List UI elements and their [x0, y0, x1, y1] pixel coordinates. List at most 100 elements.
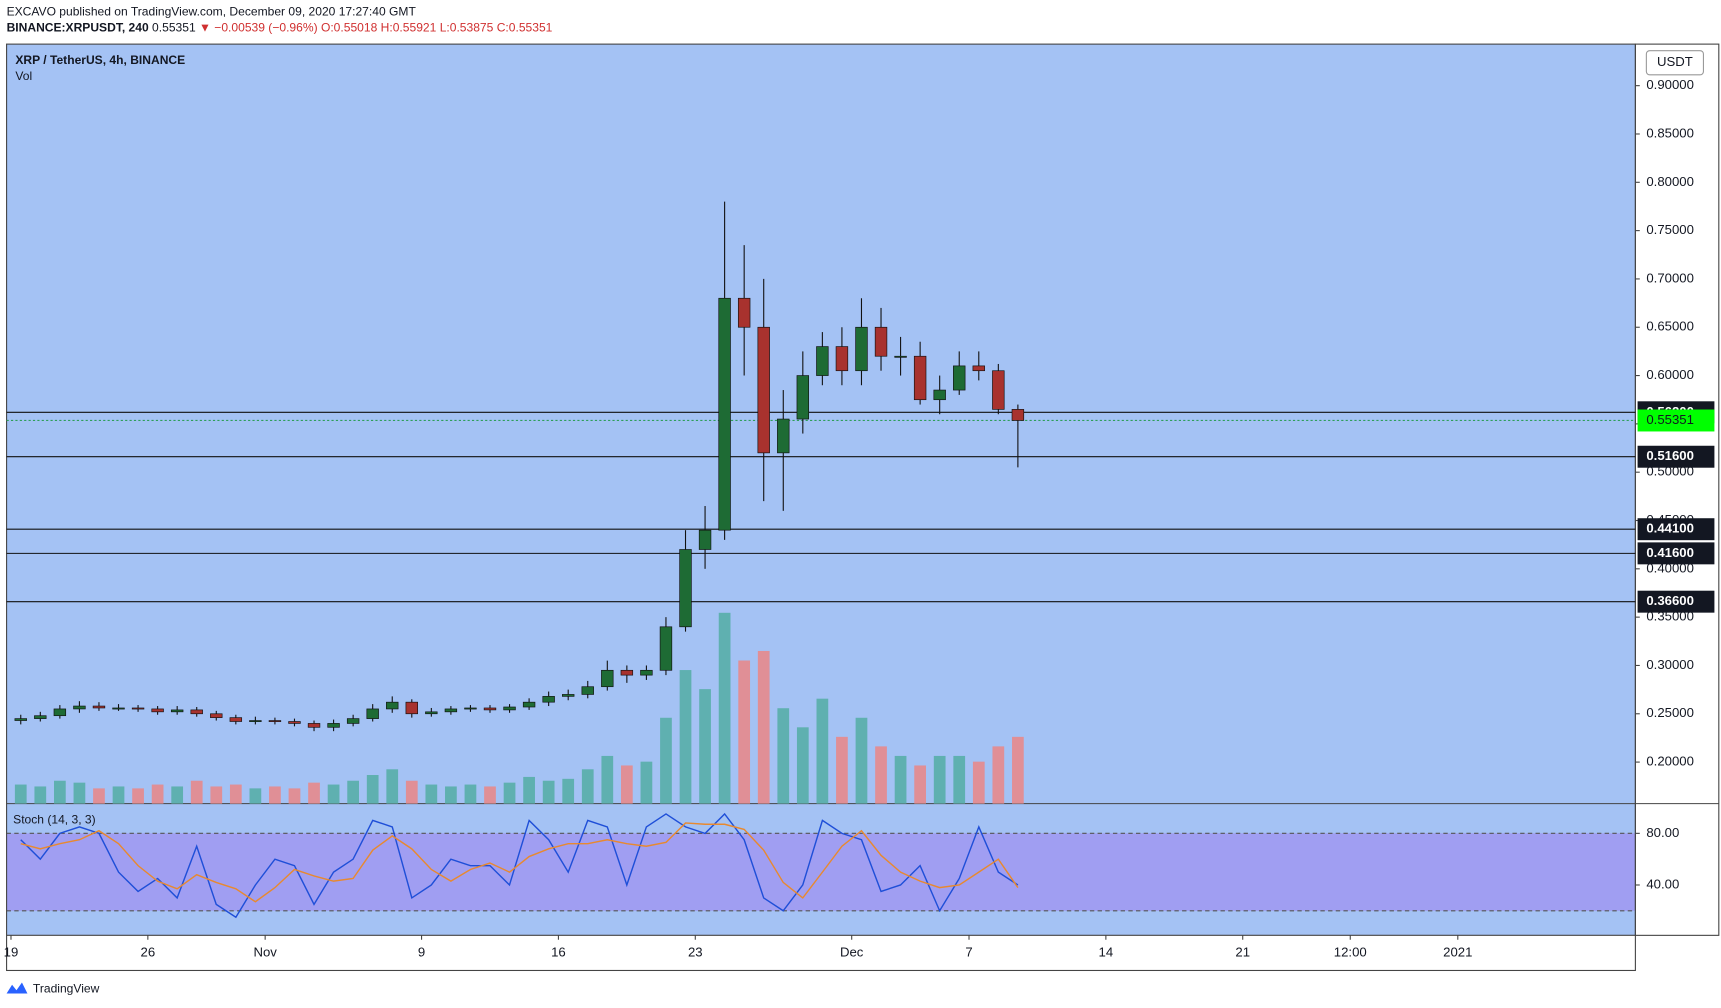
candle-body [151, 708, 164, 713]
volume-bar [190, 780, 203, 804]
y-tick-label: 0.80000 [1646, 174, 1694, 189]
candle-body [190, 709, 203, 715]
volume-bar [308, 782, 320, 804]
volume-bar [445, 786, 457, 804]
candle-body [601, 669, 614, 688]
candle-body [366, 708, 379, 719]
candle-body [131, 707, 145, 710]
volume-bar [249, 788, 262, 804]
x-tick-label: 16 [551, 944, 566, 959]
level-label: 0.44100 [1646, 521, 1694, 536]
volume-bar [718, 612, 731, 804]
volume-bar [914, 765, 926, 804]
candle-body [444, 708, 458, 713]
volume-bar [738, 660, 751, 804]
stoch-line [20, 822, 1019, 903]
ohlc: L:0.53875 [440, 21, 494, 35]
candle-body [386, 701, 399, 710]
volume-bar [484, 786, 496, 804]
currency: USDT [1657, 54, 1693, 69]
candle-body [972, 365, 985, 372]
candle-body [777, 418, 790, 454]
volume-bar [699, 689, 711, 804]
level-box [1637, 518, 1715, 541]
candle-body [757, 326, 770, 454]
volume-bar [151, 784, 164, 804]
volume-bar [327, 784, 340, 804]
candle-body [953, 365, 966, 391]
y-tick-label: 0.30000 [1646, 657, 1694, 672]
footer: TradingView [33, 981, 100, 995]
candle-body [229, 717, 243, 722]
stoch-title: Stoch (14, 3, 3) [13, 812, 95, 826]
volume-bar [523, 776, 535, 804]
level-label: 0.51600 [1646, 448, 1694, 463]
candle-body [698, 529, 712, 550]
volume-bar [620, 765, 633, 804]
volume-bar [1012, 736, 1024, 804]
volume-bar [777, 708, 790, 804]
y-tick-label: 40.00 [1646, 876, 1679, 891]
candle-body [562, 694, 575, 697]
candle-body [835, 346, 849, 372]
price-label: 0.55351 [1646, 412, 1694, 427]
y-tick-label: 0.90000 [1646, 77, 1694, 92]
volume-bar [953, 755, 966, 804]
volume-bar [757, 650, 770, 804]
volume-bar [53, 780, 66, 804]
symbol-line: BINANCE:XRPUSDT, 240 0.55351 ▼ −0.00539 … [7, 21, 553, 35]
volume-bar [836, 736, 848, 804]
volume-bar [796, 727, 809, 804]
volume-bar [640, 761, 653, 804]
header: EXCAVO published on TradingView.com, Dec… [7, 4, 417, 18]
x-tick-label: 21 [1235, 944, 1250, 959]
candle-body [816, 346, 829, 376]
x-tick-label: Nov [253, 944, 277, 959]
candle-body [874, 326, 888, 357]
volume-bar [132, 788, 144, 804]
volume-bar [581, 769, 594, 804]
level-box [1637, 542, 1715, 565]
candle-body [640, 669, 653, 676]
x-tick-label: Dec [840, 944, 864, 959]
candle-body [659, 626, 673, 671]
level-label: 0.36600 [1646, 593, 1694, 608]
volume-bar [210, 786, 223, 804]
candle-body [737, 297, 751, 328]
candle-body [307, 723, 321, 728]
candle-body [73, 705, 86, 710]
candle-body [210, 713, 223, 718]
pane-title: XRP / TetherUS, 4h, BINANCE [15, 53, 185, 67]
candle-body [933, 389, 946, 401]
ohlc: O:0.55018 [321, 21, 378, 35]
level-box [1637, 445, 1715, 468]
candle-body [268, 720, 282, 722]
candle-body [327, 723, 340, 728]
change: ▼ −0.00539 (−0.96%) [199, 21, 318, 35]
x-tick-label: 14 [1099, 944, 1114, 959]
volume-bar [269, 786, 281, 804]
candle-body [464, 707, 477, 710]
candle-body [913, 355, 927, 401]
volume-bar [894, 755, 907, 804]
volume-bar [73, 782, 86, 804]
candle-body [522, 701, 536, 708]
x-tick-label: 9 [418, 944, 425, 959]
price-box [1637, 409, 1715, 432]
logo [6, 982, 28, 994]
candle-body [405, 701, 418, 715]
candle-body [170, 709, 184, 713]
x-tick-label: 2021 [1443, 944, 1472, 959]
volume-bar [386, 769, 399, 804]
candle-body [718, 297, 731, 531]
level-box [1637, 590, 1715, 613]
y-tick-label: 0.75000 [1646, 222, 1694, 237]
price-axis [1634, 43, 1720, 936]
volume-bar [34, 786, 47, 804]
symbol: BINANCE:XRPUSDT, 240 [7, 21, 149, 35]
volume-bar [660, 717, 672, 804]
volume-bar [542, 780, 555, 804]
y-tick-label: 80.00 [1646, 825, 1679, 840]
candle-body [53, 708, 67, 717]
